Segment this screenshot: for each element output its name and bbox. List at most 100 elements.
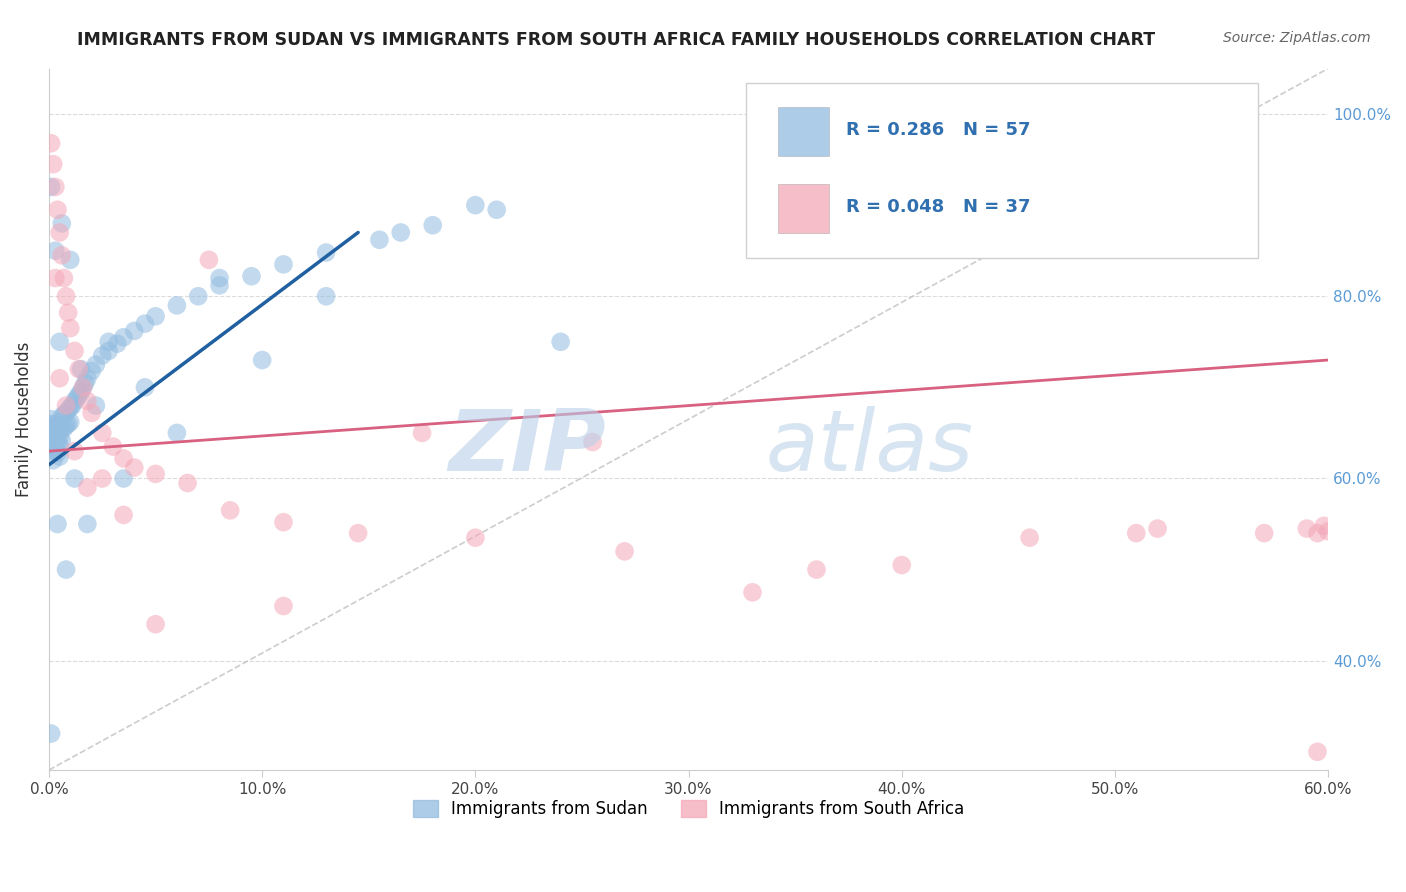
Point [55, 563, 77, 577]
Point [166, 425, 188, 440]
Point [273, 515, 295, 529]
Point [39, 180, 62, 194]
Point [52, 271, 75, 285]
Point [51, 409, 73, 424]
Point [1313, 519, 1336, 533]
Point [80, 364, 103, 378]
Point [72, 380, 94, 394]
Point [48, 226, 70, 240]
Point [55, 418, 77, 433]
Point [55, 406, 77, 420]
Point [39, 726, 62, 740]
Point [1306, 745, 1329, 759]
Point [84, 358, 107, 372]
Point [187, 289, 209, 303]
Point [134, 317, 156, 331]
Point [44, 180, 66, 194]
Point [101, 440, 124, 454]
Point [112, 471, 135, 485]
Point [76, 371, 98, 385]
Point [112, 451, 135, 466]
Point [91, 349, 114, 363]
Point [52, 421, 75, 435]
Point [97, 343, 120, 358]
Point [44, 432, 66, 446]
Point [76, 516, 98, 531]
Point [67, 387, 90, 401]
Point [581, 435, 603, 450]
Point [39, 427, 62, 442]
Point [105, 336, 128, 351]
Point [39, 421, 62, 435]
Point [39, 437, 62, 451]
Point [44, 271, 66, 285]
Point [80, 406, 103, 420]
Point [112, 330, 135, 344]
Point [198, 252, 221, 267]
Point [613, 544, 636, 558]
Point [42, 432, 65, 446]
Point [145, 310, 167, 324]
Point [1306, 526, 1329, 541]
Point [48, 334, 70, 349]
Point [315, 289, 337, 303]
Point [55, 399, 77, 413]
Point [42, 453, 65, 467]
Point [51, 434, 73, 448]
Point [315, 245, 337, 260]
Point [56, 306, 79, 320]
Point [389, 226, 412, 240]
Point [464, 531, 486, 545]
Point [46, 446, 69, 460]
Point [56, 417, 79, 431]
Point [70, 384, 93, 399]
Text: R = 0.048   N = 37: R = 0.048 N = 37 [846, 198, 1031, 217]
Point [122, 460, 145, 475]
Point [48, 420, 70, 434]
Text: ZIP: ZIP [447, 406, 606, 489]
Point [166, 298, 188, 312]
Point [63, 394, 86, 409]
Point [219, 503, 242, 517]
Point [1018, 531, 1040, 545]
Point [62, 399, 84, 413]
Point [76, 481, 98, 495]
Point [42, 417, 65, 431]
Point [48, 371, 70, 385]
Point [59, 401, 82, 415]
Point [44, 425, 66, 440]
Y-axis label: Family Households: Family Households [15, 342, 32, 497]
Point [48, 450, 70, 464]
Point [48, 429, 70, 443]
Point [145, 617, 167, 632]
Text: IMMIGRANTS FROM SUDAN VS IMMIGRANTS FROM SOUTH AFRICA FAMILY HOUSEHOLDS CORRELAT: IMMIGRANTS FROM SUDAN VS IMMIGRANTS FROM… [77, 31, 1156, 49]
Point [46, 435, 69, 450]
Point [39, 412, 62, 426]
Point [91, 425, 114, 440]
Point [273, 257, 295, 271]
Point [411, 425, 433, 440]
Point [46, 202, 69, 217]
Point [51, 421, 73, 435]
Point [42, 157, 65, 171]
Text: atlas: atlas [765, 406, 973, 489]
Point [1146, 522, 1168, 536]
Point [1125, 526, 1147, 541]
Point [52, 408, 75, 422]
Point [84, 399, 107, 413]
Point [63, 343, 86, 358]
Point [1253, 526, 1275, 541]
Point [422, 218, 444, 232]
Point [273, 599, 295, 613]
Point [59, 415, 82, 429]
Point [56, 403, 79, 417]
Point [134, 380, 156, 394]
Point [42, 425, 65, 440]
Point [63, 471, 86, 485]
Point [176, 476, 198, 491]
Point [1295, 522, 1317, 536]
FancyBboxPatch shape [747, 83, 1258, 258]
Point [91, 471, 114, 485]
Point [72, 380, 94, 394]
Point [59, 252, 82, 267]
